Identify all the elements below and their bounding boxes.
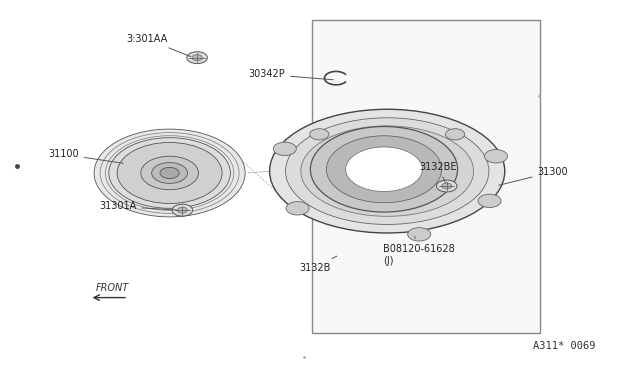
Circle shape [117, 142, 222, 203]
Bar [312, 20, 540, 333]
Text: 31100: 31100 [48, 150, 124, 163]
Circle shape [310, 129, 329, 140]
Circle shape [192, 55, 202, 61]
Ellipse shape [301, 126, 474, 216]
Text: 31301A: 31301A [99, 202, 177, 211]
Circle shape [484, 150, 508, 163]
Ellipse shape [285, 118, 489, 224]
Circle shape [478, 194, 501, 208]
Text: 3132B: 3132B [300, 256, 337, 273]
Circle shape [442, 183, 452, 189]
Circle shape [141, 156, 198, 190]
Circle shape [408, 228, 431, 241]
Circle shape [273, 142, 296, 155]
Text: 3:301AA: 3:301AA [126, 34, 191, 57]
Circle shape [172, 204, 193, 216]
Text: B08120-61628
(J): B08120-61628 (J) [383, 236, 454, 266]
Text: 31300: 31300 [499, 167, 568, 185]
Circle shape [187, 52, 207, 64]
Text: 30342P: 30342P [248, 70, 333, 80]
Circle shape [436, 180, 457, 192]
Circle shape [310, 126, 458, 212]
Text: A311* 0069: A311* 0069 [532, 341, 595, 351]
Text: 3132BE: 3132BE [419, 162, 457, 183]
Ellipse shape [269, 109, 505, 233]
Circle shape [326, 136, 442, 203]
Circle shape [177, 207, 188, 213]
Circle shape [109, 138, 230, 208]
Circle shape [445, 129, 465, 140]
Circle shape [160, 167, 179, 179]
Text: FRONT: FRONT [95, 283, 129, 293]
Circle shape [286, 202, 309, 215]
Circle shape [94, 129, 245, 217]
Circle shape [152, 163, 188, 183]
Circle shape [346, 147, 422, 192]
